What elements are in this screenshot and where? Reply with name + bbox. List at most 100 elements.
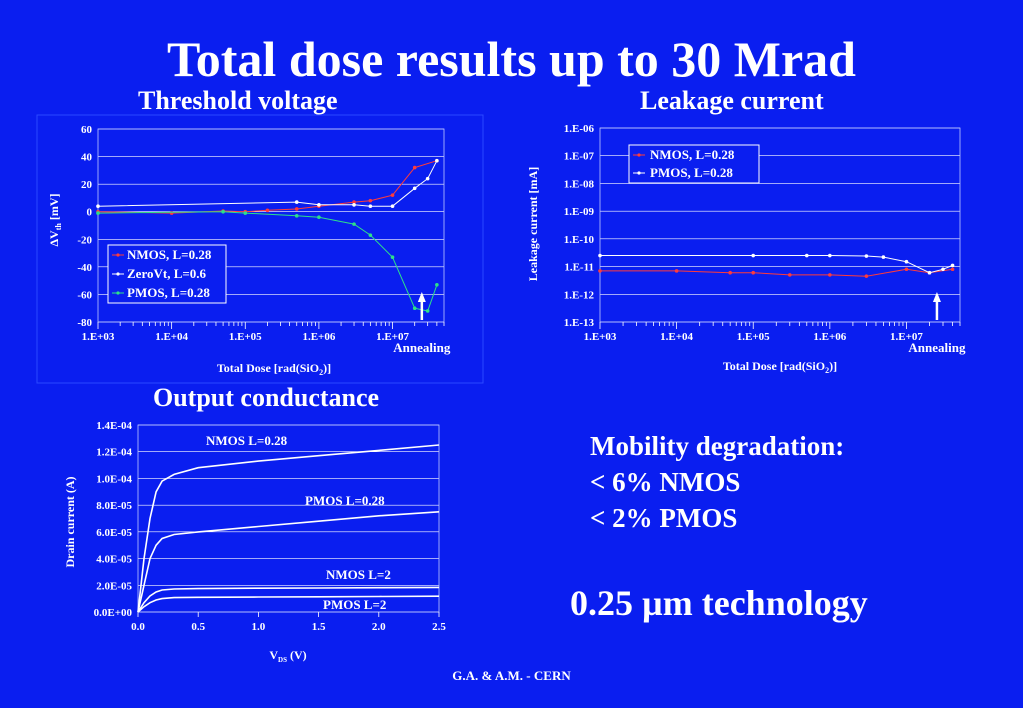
data-point xyxy=(368,233,373,237)
legend-label-zerovt: ZeroVt, L=0.6 xyxy=(127,266,207,281)
data-point xyxy=(435,282,439,287)
mobility-nmos: < 6% NMOS xyxy=(590,467,741,497)
x-tick-label: 2.5 xyxy=(432,621,446,633)
x-tick-label: 1.E+04 xyxy=(155,331,188,343)
y-tick-label: 4.0E-05 xyxy=(96,554,132,566)
data-point xyxy=(243,211,248,215)
data-point xyxy=(412,165,417,170)
threshold-voltage-title: Threshold voltage xyxy=(138,86,338,115)
x-tick-label: 0.0 xyxy=(131,621,145,633)
curve-label-nmos-l028: NMOS L=0.28 xyxy=(206,433,288,448)
x-tick-label: 1.E+06 xyxy=(302,331,335,343)
threshold-voltage-x-axis-label: Total Dose [rad(SiO2)] xyxy=(217,361,331,377)
leakage-current-title: Leakage current xyxy=(640,86,824,115)
y-tick-label: 20 xyxy=(81,179,93,191)
data-point xyxy=(352,200,356,204)
data-point xyxy=(352,222,356,226)
x-tick-label: 1.5 xyxy=(312,621,326,633)
y-tick-label: 1.E-09 xyxy=(564,206,595,218)
data-point xyxy=(368,204,373,208)
series-line-0 xyxy=(137,444,440,613)
mobility-degradation-text: Mobility degradation: < 6% NMOS < 2% PMO… xyxy=(590,428,844,536)
data-point xyxy=(674,269,679,273)
data-point xyxy=(265,208,270,213)
data-point xyxy=(221,209,225,214)
data-point xyxy=(904,267,909,272)
y-tick-label: 8.0E-05 xyxy=(96,500,132,512)
data-point xyxy=(294,214,299,218)
legend-label-nmos: NMOS, L=0.28 xyxy=(650,147,735,162)
annealing-arrow-head xyxy=(932,292,941,302)
y-tick-label: 1.E-12 xyxy=(564,289,595,301)
y-tick-label: 1.0E-04 xyxy=(96,473,132,485)
mobility-pmos: < 2% PMOS xyxy=(590,503,738,533)
y-tick-label: 1.E-10 xyxy=(564,234,595,246)
x-tick-label: 1.E+05 xyxy=(229,331,262,343)
leakage-current-legend: NMOS, L=0.28 PMOS, L=0.28 xyxy=(628,144,760,184)
x-tick-label: 1.E+04 xyxy=(660,331,693,343)
data-point xyxy=(598,253,602,258)
y-tick-label: 60 xyxy=(81,124,93,136)
mobility-heading: Mobility degradation: xyxy=(590,431,845,461)
technology-label: 0.25 µm technology xyxy=(570,583,868,623)
data-point xyxy=(96,211,100,215)
data-point xyxy=(598,269,602,273)
data-point xyxy=(412,186,417,191)
data-point xyxy=(728,270,732,275)
data-point xyxy=(804,253,809,258)
data-point xyxy=(317,215,321,220)
y-tick-label: 0.0E+00 xyxy=(94,607,133,619)
plot-frame xyxy=(599,127,961,323)
annealing-label: Annealing xyxy=(393,340,451,355)
data-point xyxy=(828,273,832,277)
legend-label-pmos: PMOS, L=0.28 xyxy=(127,285,210,300)
data-point xyxy=(751,270,756,275)
plot-frame xyxy=(97,128,445,323)
leakage-current-y-axis-label: Leakage current [mA] xyxy=(526,167,540,281)
data-point xyxy=(294,207,299,211)
data-point xyxy=(96,204,100,208)
y-tick-label: -40 xyxy=(77,262,92,274)
y-tick-label: 40 xyxy=(81,152,93,164)
y-tick-label: 1.E-13 xyxy=(564,317,595,329)
threshold-voltage-chart: 60 40 20 0 -20 -40 -60 -80 1.E+03 1.E+04 1.E+05 1.E… xyxy=(36,114,484,384)
curve-label-pmos-l2: PMOS L=2 xyxy=(323,597,386,612)
data-point xyxy=(425,309,430,313)
annealing-label: Annealing xyxy=(908,340,966,355)
data-point xyxy=(941,267,945,272)
y-tick-label: 2.0E-05 xyxy=(96,580,132,592)
data-point xyxy=(390,193,395,197)
data-point xyxy=(352,203,356,207)
series-line-1 xyxy=(600,255,953,274)
y-tick-label: 1.E-06 xyxy=(564,123,595,135)
x-tick-label: 1.E+05 xyxy=(737,331,770,343)
series-line-1 xyxy=(97,160,438,207)
leakage-current-x-axis-label: Total Dose [rad(SiO2)] xyxy=(723,359,837,375)
legend-label-nmos: NMOS, L=0.28 xyxy=(127,247,212,262)
y-tick-label: 1.E-11 xyxy=(564,262,594,274)
slide-title: Total dose results up to 30 Mrad xyxy=(167,31,856,87)
series-line-0 xyxy=(600,268,953,277)
legend-label-pmos: PMOS, L=0.28 xyxy=(650,165,733,180)
y-tick-label: 6.0E-05 xyxy=(96,527,132,539)
x-tick-label: 2.0 xyxy=(372,621,386,633)
series-line-1 xyxy=(137,511,440,613)
data-point xyxy=(787,273,792,277)
output-conductance-y-axis-label: Drain current (A) xyxy=(63,476,77,567)
data-point xyxy=(927,270,932,275)
data-point xyxy=(390,204,395,208)
series-line-3 xyxy=(137,595,440,613)
x-tick-label: 1.E+03 xyxy=(82,331,115,343)
threshold-voltage-legend: NMOS, L=0.28 ZeroVt, L=0.6 PMOS, L=0.28 xyxy=(107,244,227,304)
data-point xyxy=(317,203,321,207)
plot-frame xyxy=(137,424,440,613)
credits: G.A. & A.M. - CERN xyxy=(452,668,571,683)
x-tick-label: 1.0 xyxy=(252,621,266,633)
y-tick-label: -80 xyxy=(77,317,92,329)
y-tick-label: 1.2E-04 xyxy=(96,447,132,459)
annealing-arrow-head xyxy=(417,292,426,302)
y-tick-label: -20 xyxy=(77,234,92,246)
output-conductance-chart: 1.4E-04 1.2E-04 1.0E-04 8.0E-05 6.0E-05 4.0E-… xyxy=(63,420,446,664)
data-point xyxy=(950,267,955,272)
y-tick-label: 1.E-07 xyxy=(564,151,595,163)
